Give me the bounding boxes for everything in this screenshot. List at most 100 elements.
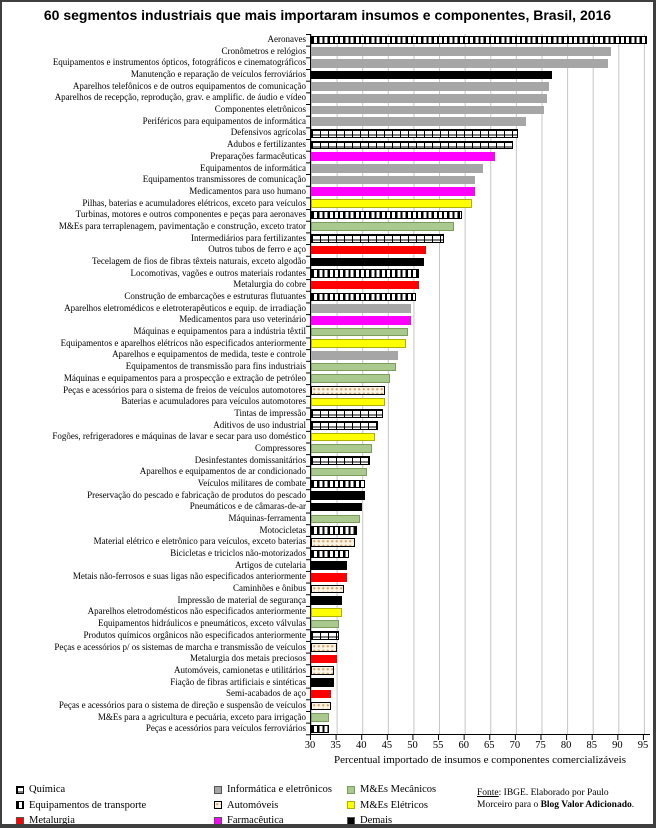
category-label: Adubos e fertilizantes (227, 139, 306, 150)
category-label: Manutenção e reparação de veículos ferro… (130, 69, 306, 80)
category-label: Aparelhos eletrodomésticos não especific… (87, 606, 306, 617)
bar (311, 386, 386, 395)
category-label: Artigos de cutelaria (235, 559, 306, 570)
x-tick-label: 55 (432, 740, 444, 751)
y-axis-ticks (306, 34, 310, 736)
category-label: Componentes eletrônicos (214, 104, 306, 115)
category-label: Equipamentos e aparelhos elétricos não e… (60, 337, 306, 348)
source-prefix: Fonte (477, 788, 499, 798)
category-label: Cronômetros e relógios (221, 45, 307, 56)
bar (311, 93, 547, 103)
bar (311, 129, 519, 138)
bar (311, 666, 335, 676)
source-bold: Blog Valor Adicionado (540, 799, 632, 810)
bar (311, 596, 342, 605)
bar (311, 35, 647, 45)
legend-swatch-quimica-icon (16, 785, 24, 794)
category-label: M&Es para a agricultura e pecuária, exce… (97, 711, 306, 722)
category-label: Tintas de impressão (234, 407, 306, 418)
bar (311, 292, 417, 302)
legend-swatch-mecanicos-icon (347, 785, 355, 794)
x-tick-label: 30 (304, 740, 316, 751)
category-label: Automóveis, camionetas e utilitários (174, 664, 306, 675)
legend-label: Equipamentos de transporte (29, 799, 147, 811)
legend-label: Química (29, 784, 66, 795)
x-tick-label: 95 (637, 740, 649, 751)
bar (311, 502, 363, 512)
legend-label: M&Es Mecânicos (360, 784, 437, 795)
legend-item: Metalurgia (16, 814, 214, 824)
category-label: Equipamentos hidráulicos e pneumáticos, … (98, 618, 306, 629)
category-label: Peças e acessórios para veículos ferrovi… (145, 723, 306, 734)
bar (311, 245, 427, 255)
bar (311, 584, 345, 594)
bar (311, 549, 350, 559)
category-label: Turbinas, motores e outros componentes e… (75, 209, 306, 220)
category-label: M&Es para terraplenagem, pavimentação e … (58, 220, 306, 231)
category-axis: Aeronaves Cronômetros e relógios Equipamen… (2, 34, 306, 735)
bar (311, 631, 340, 640)
category-label: Aeronaves (267, 34, 306, 44)
category-label: Peças e acessórios para o sistema de fre… (63, 384, 306, 395)
category-label: Equipamentos e instrumentos ópticos, fot… (52, 57, 306, 68)
category-label: Medicamentos para uso humano (189, 185, 306, 196)
category-label: Construção de embarcações e estruturas f… (124, 291, 306, 302)
category-label: Pilhas, baterias e acumuladores elétrico… (82, 197, 306, 208)
source-note: Fonte: IBGE. Elaborado por Paulo Morceir… (477, 783, 642, 824)
bar (311, 537, 355, 547)
category-label: Intermediários para fertilizantes (191, 232, 306, 243)
bar (311, 713, 329, 722)
category-label: Peças e acessórios para o sistema de dir… (58, 699, 306, 710)
x-tick-label: 70 (509, 740, 521, 751)
bar (311, 175, 475, 185)
legend-column-2: Informática e eletrônicos Automóveis Farma… (214, 783, 347, 824)
legend-item: Demais (347, 814, 477, 824)
x-tick-label: 35 (330, 740, 341, 751)
category-label: Peças e acessórios p/ os sistemas de mar… (54, 641, 306, 652)
bar (311, 456, 370, 465)
category-label: Máquinas e equipamentos para a prospecçã… (63, 372, 306, 383)
category-label: Preservação do pescado e fabricação de p… (87, 489, 306, 500)
bar (311, 479, 365, 489)
x-tick-label: 85 (586, 740, 598, 751)
legend-label: Informática e eletrônicos (227, 784, 332, 795)
bar (311, 526, 358, 535)
legend-item: Farmacêutica (214, 814, 347, 824)
x-tick-label: 90 (612, 740, 623, 751)
legend-item: M&Es Mecânicos (347, 783, 477, 796)
source-middle: : IBGE. Elaborado por Paulo Morceiro par… (477, 788, 609, 810)
category-label: Preparações farmacêuticas (210, 150, 306, 161)
category-label: Locomotivas, vagões e outros materiais r… (130, 267, 306, 278)
bar (311, 432, 376, 442)
category-label: Impressão de material de segurança (177, 594, 306, 605)
category-label: Tecelagem de fios de fibras têxteis natu… (91, 255, 306, 266)
category-label: Semi-acabados de aço (226, 688, 306, 699)
bar (311, 362, 396, 372)
category-label: Metalurgia do cobre (233, 279, 306, 290)
legend-item: M&Es Elétricos (347, 799, 477, 812)
bar (311, 339, 406, 348)
bar (311, 619, 340, 629)
category-label: Periféricos para equipamentos de informá… (142, 115, 306, 126)
bar (311, 397, 386, 407)
category-label: Máquinas-ferramenta (228, 513, 306, 524)
bar (311, 572, 347, 582)
category-label: Material elétrico e eletrônico para veíc… (93, 536, 306, 547)
bar (311, 409, 383, 418)
bar (311, 234, 445, 243)
bar (311, 351, 399, 360)
legend-swatch-automoveis-icon (214, 801, 222, 809)
bar (311, 210, 463, 220)
bar (311, 678, 335, 687)
legend-swatch-eletricos-icon (347, 801, 355, 809)
category-label: Máquinas e equipamentos para a indústria… (133, 326, 306, 337)
legend-swatch-metalurgia-icon (16, 816, 24, 824)
bar (311, 327, 409, 337)
category-label: Medicamentos para uso veterinário (179, 314, 306, 325)
category-label: Equipamentos de informática (200, 162, 306, 173)
legend-column-3: M&Es Mecânicos M&Es Elétricos Demais (347, 783, 477, 824)
category-label: Equipamentos transmissores de comunicaçã… (142, 174, 306, 185)
legend-item: Informática e eletrônicos (214, 783, 347, 796)
bar (311, 608, 342, 617)
